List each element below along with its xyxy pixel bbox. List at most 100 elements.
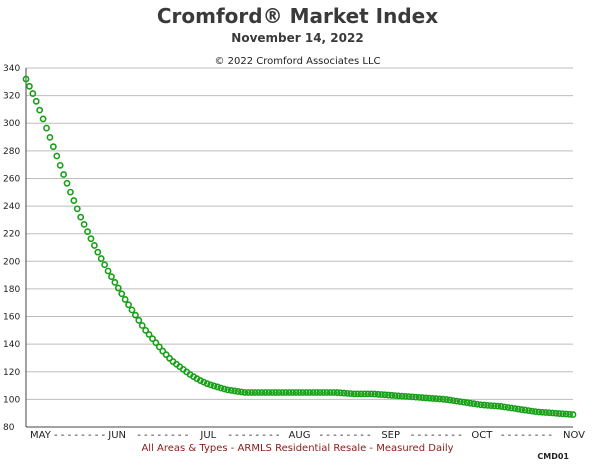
- x-tick-separator: - - - - - - - -: [54, 430, 106, 441]
- data-point: [343, 389, 351, 397]
- data-point: [296, 389, 303, 396]
- data-point: [460, 398, 467, 406]
- data-point: [487, 402, 495, 409]
- x-tick-label: NOV: [563, 430, 585, 441]
- data-point: [559, 410, 567, 418]
- data-point: [279, 389, 286, 396]
- data-point: [261, 389, 269, 396]
- data-point: [39, 115, 47, 123]
- data-point: [227, 387, 235, 394]
- data-point: [439, 395, 447, 403]
- data-point: [497, 403, 505, 410]
- data-point: [114, 284, 122, 292]
- data-point: [555, 410, 563, 417]
- data-point: [545, 409, 553, 417]
- data-point: [429, 395, 437, 402]
- data-point: [49, 143, 57, 151]
- x-tick-label: SEP: [381, 430, 400, 441]
- y-tick-label: 320: [3, 92, 20, 102]
- data-point: [432, 395, 440, 403]
- data-point: [309, 389, 317, 396]
- data-point: [128, 306, 136, 314]
- data-point: [436, 395, 444, 403]
- x-tick-label: AUG: [289, 430, 311, 441]
- data-point: [528, 407, 536, 415]
- data-point: [398, 392, 406, 400]
- data-point: [36, 106, 44, 114]
- y-tick-label: 160: [3, 313, 20, 323]
- y-axis-ticks: 80 100 120 140 160 180 200 220 240 260 280 300 320 34…: [3, 64, 20, 433]
- data-point: [56, 161, 64, 169]
- x-tick-label: JUN: [107, 430, 126, 441]
- data-point: [237, 388, 245, 396]
- data-point: [135, 316, 143, 324]
- data-point: [477, 401, 485, 409]
- x-tick-label: JUL: [199, 430, 216, 441]
- data-point: [196, 377, 204, 384]
- data-point: [521, 406, 529, 414]
- data-point: [272, 389, 279, 396]
- y-tick-label: 240: [3, 202, 20, 212]
- y-tick-label: 340: [3, 64, 20, 74]
- data-point: [470, 400, 478, 408]
- data-point: [569, 411, 577, 418]
- x-tick-label: MAY: [30, 430, 52, 441]
- y-tick-label: 260: [3, 174, 20, 184]
- x-tick-separator: - - - - - - - -: [228, 430, 280, 441]
- x-tick-separator: - - - - - - - -: [411, 430, 463, 441]
- data-point: [525, 407, 532, 415]
- y-tick-label: 180: [3, 285, 20, 295]
- data-point: [22, 75, 30, 83]
- data-point: [255, 389, 262, 396]
- y-tick-label: 140: [3, 340, 20, 350]
- data-point: [306, 389, 314, 396]
- data-point: [46, 133, 54, 141]
- data-point: [504, 404, 512, 411]
- data-point: [467, 399, 474, 407]
- data-point: [378, 391, 385, 398]
- data-point: [473, 400, 481, 408]
- data-point: [508, 404, 515, 412]
- data-point: [203, 380, 211, 388]
- data-point: [125, 301, 132, 309]
- data-point: [552, 409, 560, 417]
- data-point: [340, 389, 348, 397]
- data-point: [131, 311, 139, 319]
- data-point: [97, 255, 105, 262]
- data-point: [275, 389, 283, 396]
- data-point: [251, 389, 259, 396]
- grid-lines: [26, 67, 573, 428]
- data-point: [494, 402, 502, 410]
- data-point: [405, 393, 413, 401]
- data-point: [265, 389, 273, 396]
- data-point: [518, 406, 526, 413]
- data-point: [121, 296, 129, 303]
- data-point: [490, 402, 498, 410]
- data-point: [258, 389, 266, 396]
- data-point: [514, 405, 522, 413]
- data-point: [463, 399, 471, 407]
- y-tick-label: 280: [3, 147, 20, 157]
- data-point: [241, 389, 249, 396]
- x-tick-label: OCT: [471, 430, 493, 441]
- data-point: [285, 389, 293, 396]
- data-point: [395, 392, 403, 400]
- data-point: [101, 261, 109, 269]
- data-point: [220, 385, 228, 393]
- data-point: [337, 389, 344, 397]
- data-point: [381, 391, 389, 399]
- data-point: [29, 90, 37, 97]
- data-point: [501, 403, 509, 411]
- data-point: [108, 273, 115, 281]
- data-point: [538, 408, 546, 416]
- data-point: [26, 82, 33, 90]
- data-point: [224, 386, 232, 394]
- data-point: [217, 384, 225, 392]
- data-point: [84, 228, 91, 236]
- data-point: [214, 383, 221, 391]
- data-point: [449, 397, 457, 404]
- data-point: [323, 389, 331, 396]
- data-point: [149, 335, 156, 343]
- data-point: [145, 331, 153, 338]
